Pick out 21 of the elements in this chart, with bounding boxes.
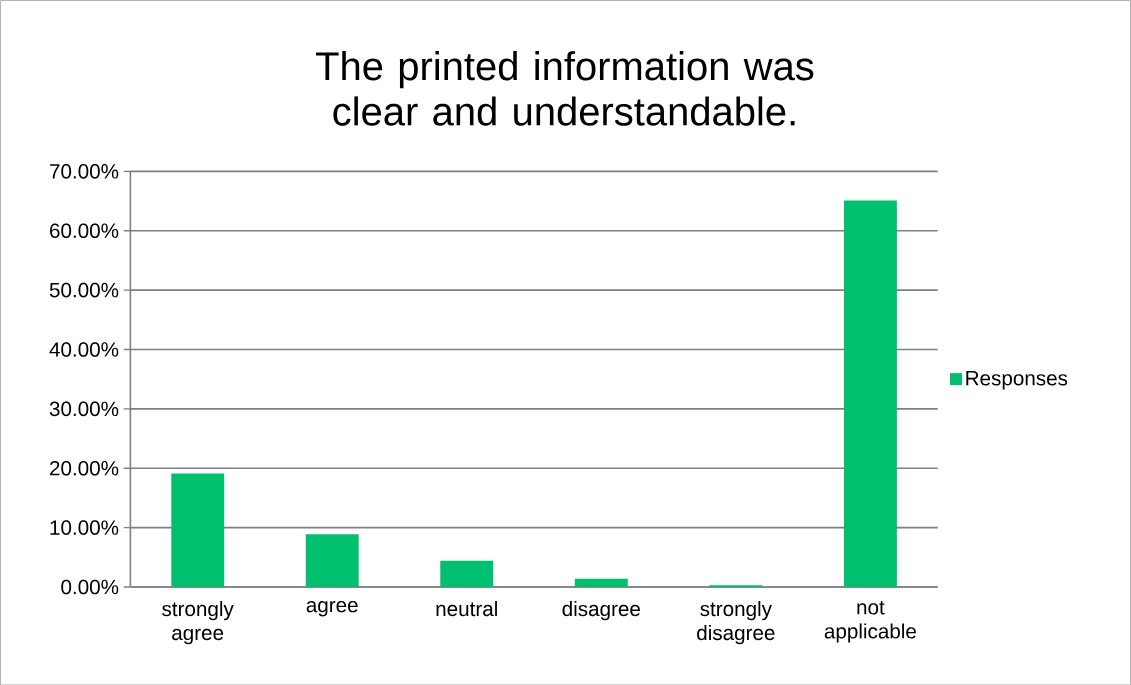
- bar: [171, 473, 225, 587]
- y-tick-label: 20.00%: [50, 460, 119, 476]
- x-tick-label: disagree: [562, 600, 640, 621]
- x-tick-label: agree: [306, 600, 358, 617]
- bar: [574, 578, 628, 587]
- x-tick-label: strongly disagree: [697, 600, 775, 645]
- bar: [843, 200, 897, 587]
- bar: [440, 560, 494, 587]
- x-tick-label: strongly agree: [162, 600, 234, 645]
- bar: [305, 533, 359, 587]
- legend-label: Responses: [966, 370, 1068, 390]
- y-tick-label: 0.00%: [61, 579, 119, 595]
- chart-title: The printed information was clear and understandable.: [316, 50, 814, 126]
- y-tick-label: 50.00%: [49, 282, 119, 298]
- y-tick-label: 10.00%: [50, 520, 119, 535]
- y-tick-label: 40.00%: [49, 341, 119, 357]
- y-tick-label: 70.00%: [50, 163, 119, 179]
- y-tick-label: 30.00%: [49, 401, 119, 416]
- x-tick-label: not applicable: [824, 600, 916, 643]
- y-tick-label: 60.00%: [50, 223, 119, 238]
- x-tick-label: neutral: [436, 600, 497, 616]
